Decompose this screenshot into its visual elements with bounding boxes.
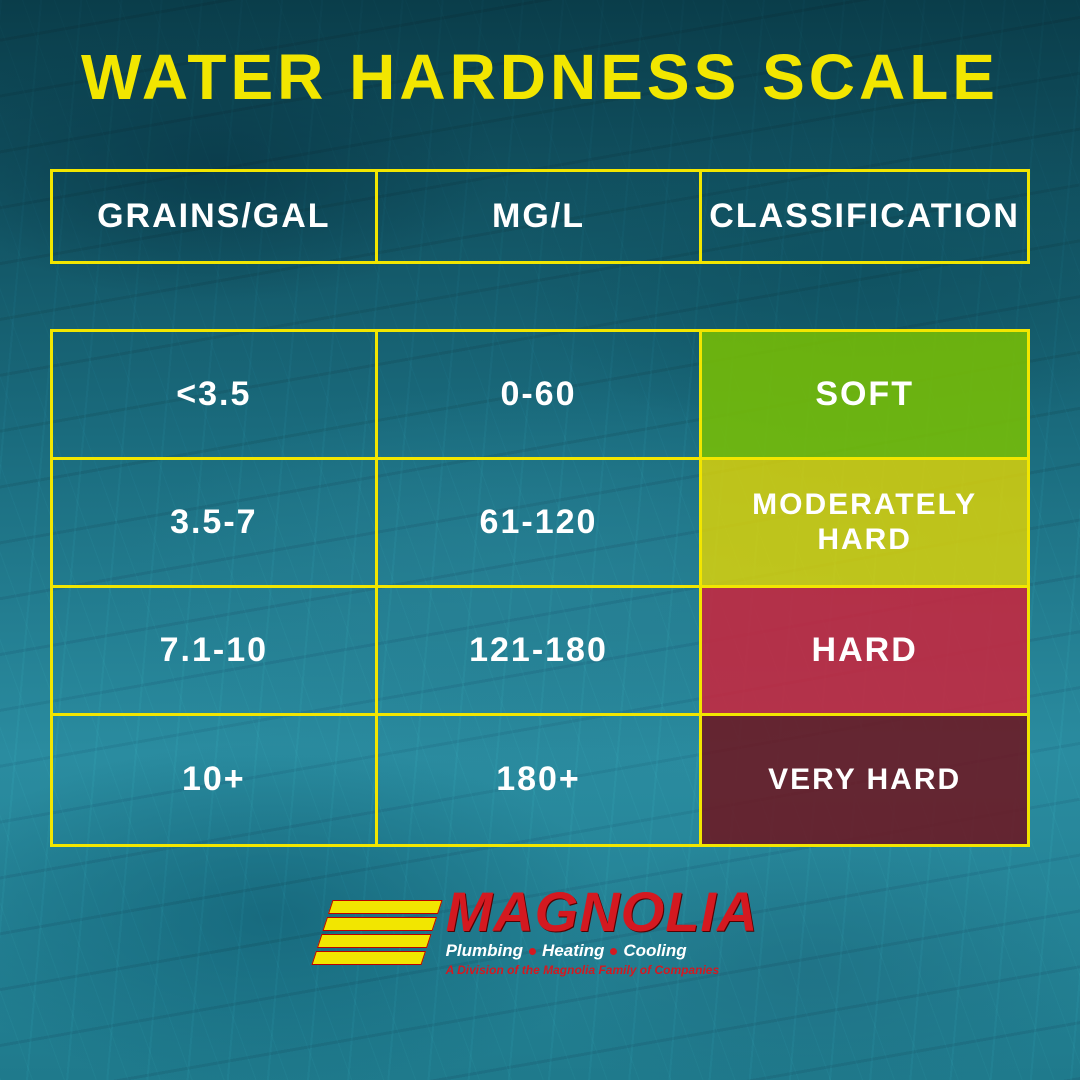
page-title: WATER HARDNESS SCALE: [81, 40, 999, 114]
logo-services: Plumbing Heating Cooling: [446, 941, 759, 961]
cell-mgl: 61-120: [378, 460, 703, 585]
logo-tagline: A Division of the Magnolia Family of Com…: [446, 963, 759, 977]
logo-bars-icon: [311, 900, 442, 965]
cell-classification: VERY HARD: [702, 716, 1027, 844]
hardness-table: GRAINS/GAL MG/L CLASSIFICATION <3.50-60S…: [50, 169, 1030, 847]
header-classification: CLASSIFICATION: [702, 172, 1027, 261]
header-mgl: MG/L: [378, 172, 703, 261]
logo-service-2: Heating: [542, 941, 604, 961]
table-body: <3.50-60SOFT3.5-761-120MODERATELY HARD7.…: [50, 329, 1030, 847]
table-row: <3.50-60SOFT: [53, 332, 1027, 460]
cell-mgl: 121-180: [378, 588, 703, 713]
logo-service-1: Plumbing: [446, 941, 523, 961]
brand-logo: MAGNOLIA Plumbing Heating Cooling A Divi…: [322, 887, 759, 977]
infographic-content: WATER HARDNESS SCALE GRAINS/GAL MG/L CLA…: [0, 0, 1080, 1080]
cell-classification: HARD: [702, 588, 1027, 713]
cell-grains: 10+: [53, 716, 378, 844]
table-row: 10+180+VERY HARD: [53, 716, 1027, 844]
logo-text-block: MAGNOLIA Plumbing Heating Cooling A Divi…: [446, 887, 759, 977]
logo-service-3: Cooling: [623, 941, 686, 961]
cell-mgl: 0-60: [378, 332, 703, 457]
dot-icon: [610, 948, 617, 955]
table-header-row: GRAINS/GAL MG/L CLASSIFICATION: [50, 169, 1030, 264]
cell-classification: SOFT: [702, 332, 1027, 457]
cell-grains: <3.5: [53, 332, 378, 457]
table-row: 3.5-761-120MODERATELY HARD: [53, 460, 1027, 588]
cell-grains: 3.5-7: [53, 460, 378, 585]
header-grains: GRAINS/GAL: [53, 172, 378, 261]
dot-icon: [529, 948, 536, 955]
cell-classification: MODERATELY HARD: [702, 460, 1027, 585]
logo-brand-name: MAGNOLIA: [446, 887, 759, 937]
cell-grains: 7.1-10: [53, 588, 378, 713]
table-row: 7.1-10121-180HARD: [53, 588, 1027, 716]
cell-mgl: 180+: [378, 716, 703, 844]
